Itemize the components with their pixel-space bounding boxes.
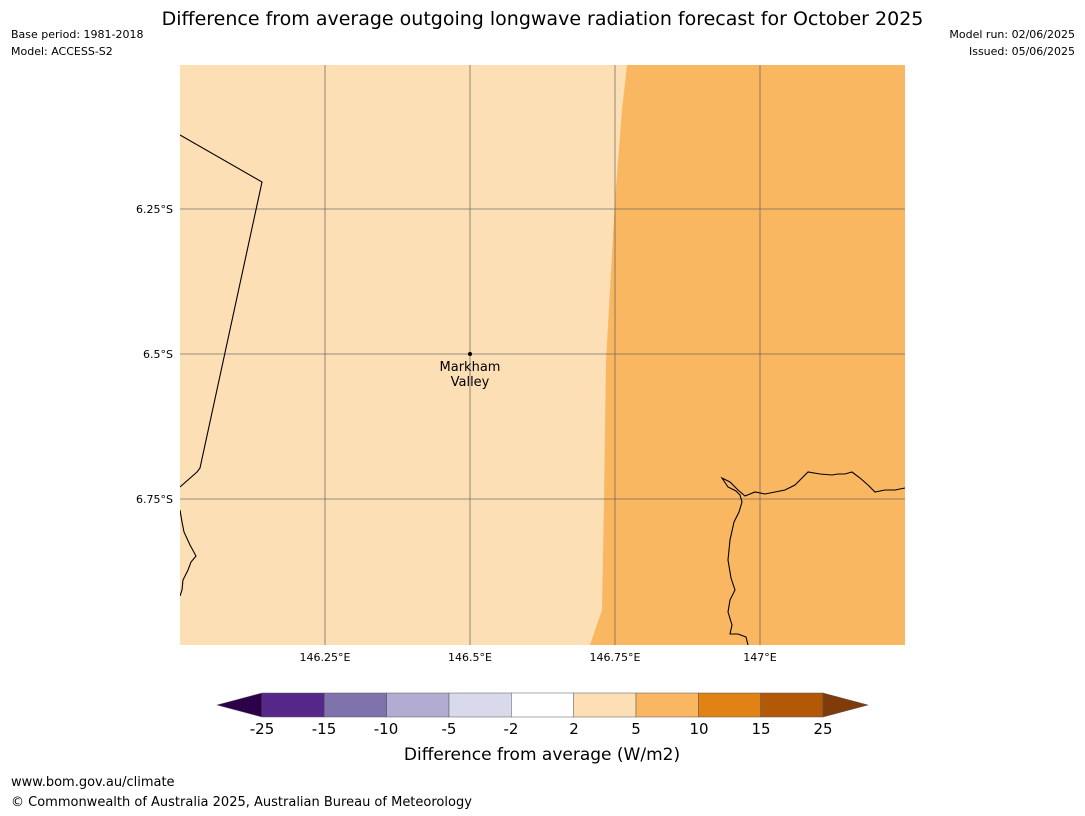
colorbar-cell bbox=[261, 692, 325, 718]
colorbar-tick-label: 15 bbox=[751, 720, 771, 738]
colorbar-cell bbox=[760, 692, 824, 718]
model-name: Model: ACCESS-S2 bbox=[11, 45, 113, 58]
colorbar-tick-label: -15 bbox=[311, 720, 337, 738]
place-label-markham-valley: Markham Valley bbox=[420, 360, 520, 390]
colorbar-under-triangle bbox=[216, 692, 263, 718]
lon-tick-label: 146.5°E bbox=[448, 651, 492, 664]
model-run: Model run: 02/06/2025 bbox=[949, 28, 1075, 41]
colorbar-tick-label: -2 bbox=[503, 720, 519, 738]
province-boundary bbox=[180, 134, 263, 488]
colorbar-title: Difference from average (W/m2) bbox=[403, 745, 681, 765]
colorbar-tick-label: -10 bbox=[373, 720, 399, 738]
place-label-line2: Valley bbox=[450, 375, 490, 390]
lon-tick-label: 147°E bbox=[743, 651, 777, 664]
western-boundary bbox=[180, 509, 197, 597]
colorbar-cell bbox=[386, 692, 450, 718]
map-area bbox=[180, 65, 905, 645]
lat-tick-label: 6.25°S bbox=[136, 203, 173, 216]
colorbar-cell bbox=[573, 692, 637, 718]
colorbar-tick-label: 10 bbox=[689, 720, 709, 738]
location-marker bbox=[468, 352, 472, 356]
colorbar-tick-label: 5 bbox=[631, 720, 641, 738]
colorbar-cell bbox=[448, 692, 512, 718]
colorbar-cell bbox=[698, 692, 761, 718]
lon-tick-label: 146.75°E bbox=[589, 651, 641, 664]
header-meta-left: Base period: 1981-2018 Model: ACCESS-S2 bbox=[11, 26, 143, 60]
colorbar-tick-label: -5 bbox=[441, 720, 457, 738]
colorbar-cell bbox=[511, 692, 574, 718]
colorbar-cell bbox=[635, 692, 699, 718]
colorbar-cell bbox=[324, 692, 387, 718]
colorbar-tick-label: -25 bbox=[249, 720, 275, 738]
colorbar-over-triangle bbox=[822, 692, 869, 718]
base-period: Base period: 1981-2018 bbox=[11, 28, 144, 41]
colorbar-tick-label: 25 bbox=[813, 720, 833, 738]
header-meta-right: Model run: 02/06/2025 Issued: 05/06/2025 bbox=[949, 26, 1075, 60]
colorbar-cells bbox=[261, 692, 824, 718]
colorbar bbox=[216, 692, 869, 718]
lat-tick-label: 6.5°S bbox=[143, 348, 173, 361]
place-label-line1: Markham bbox=[439, 360, 501, 375]
footer-url: www.bom.gov.au/climate bbox=[11, 775, 175, 790]
coastline bbox=[720, 471, 905, 645]
map-title: Difference from average outgoing longwav… bbox=[161, 8, 924, 30]
boundaries bbox=[180, 134, 905, 645]
issued-date: Issued: 05/06/2025 bbox=[968, 45, 1075, 58]
region-5-to-10 bbox=[590, 65, 905, 645]
footer-copyright: © Commonwealth of Australia 2025, Austra… bbox=[11, 795, 472, 810]
colorbar-tick-label: 2 bbox=[569, 720, 579, 738]
lon-tick-label: 146.25°E bbox=[299, 651, 351, 664]
lat-tick-label: 6.75°S bbox=[136, 493, 173, 506]
